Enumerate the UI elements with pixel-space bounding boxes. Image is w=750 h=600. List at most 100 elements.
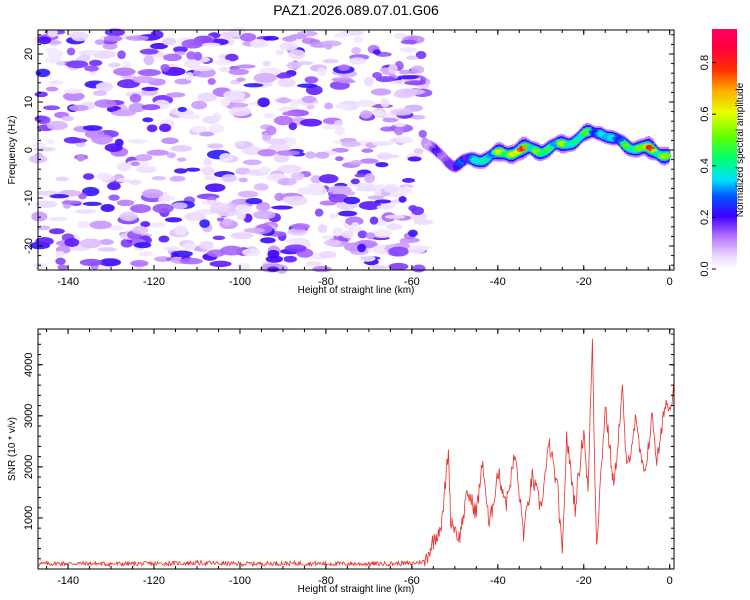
spectrogram-noise-blob [63,88,84,94]
spectrogram-noise-blob [253,183,269,191]
spectrogram-noise-blob [228,68,250,76]
spectrogram-x-tick-label: -100 [229,276,251,288]
spectrogram-noise-blob [332,227,344,237]
snr-y-tick-label: 2000 [23,455,35,479]
spectrogram-track-cell [436,152,444,156]
spectrogram-noise-blob [277,178,297,186]
spectrogram-noise-blob [34,91,48,98]
spectrogram-noise-blob [329,213,339,219]
spectrogram-noise-blob [154,256,172,262]
spectrogram-noise-blob [235,204,251,215]
spectrogram-noise-blob [82,186,100,197]
spectrogram-noise-blob [382,117,399,123]
spectrogram-noise-blob [340,141,361,148]
spectrogram-noise-blob [117,50,126,60]
spectrogram-x-tick-label: -80 [318,276,334,288]
spectrogram-noise-blob [100,203,115,213]
snr-y-axis-label: SNR (10 * v/v) [7,417,18,481]
spectrogram-noise-blob [33,262,46,269]
spectrogram-noise-blob [288,49,306,60]
spectrogram-noise-blob [142,117,154,123]
spectrogram-noise-blob [220,97,231,107]
colorbar-tick-label: 0.0 [699,261,711,276]
spectrogram-noise-blob [358,255,376,262]
spectrogram-noise-blob [404,80,426,86]
spectrogram-noise-blob [337,79,356,84]
spectrogram-noise-blob [285,195,308,206]
spectrogram-noise-blob [61,115,74,122]
spectrogram-noise-blob [47,40,62,45]
snr-y-tick-label: 4000 [23,353,35,377]
colorbar-gradient [712,29,737,269]
spectrogram-noise-blob [335,156,344,162]
snr-panel: -140 -120 -100 -80 -60 -40 -20 0 1000 2000 3000 40… [7,328,675,595]
spectrogram-noise-blob [400,39,418,45]
spectrogram-noise-blob [31,211,48,222]
spectrogram-noise-blob [185,167,201,172]
spectrogram-noise-blob [312,265,332,273]
spectrogram-noise-blob [265,125,277,136]
spectrogram-noise-blob [141,104,161,111]
colorbar-tick-label: 0.2 [699,210,711,225]
spectrogram-noise-blob [306,183,325,191]
spectrogram-noise-blob [363,76,374,87]
spectrogram-noise-blob [143,55,155,66]
spectrogram-noise-blob [212,235,226,241]
spectrogram-track-cell [439,155,447,158]
spectrogram-noise-blob [174,168,188,174]
spectrogram-noise-blob [184,72,195,81]
snr-plot-area [38,329,674,569]
spectrogram-noise-blob [96,172,112,181]
spectrogram-noise-blob [253,210,276,220]
spectrogram-noise-blob [376,154,400,159]
spectrogram-noise-blob [166,152,176,159]
snr-series-group [37,338,675,568]
spectrogram-noise-blob [68,104,89,112]
spectrogram-y-tick-label: 10 [23,96,35,108]
spectrogram-noise-blob [201,42,221,47]
spectrogram-noise-blob [407,156,422,162]
spectrogram-noise-blob [65,60,89,69]
spectrogram-noise-blob [357,230,368,239]
spectrogram-noise-blob [116,199,135,207]
spectrogram-noise-blob [57,264,68,270]
snr-y-ticks: 1000 2000 3000 4000 [23,333,674,570]
snr-x-tick-label: 0 [667,575,673,587]
spectrogram-noise-blob [350,178,360,185]
spectrogram-noise-blob [79,238,102,249]
spectrogram-noise-blob [131,226,149,235]
spectrogram-noise-blob [323,239,342,247]
spectrogram-noise-blob [355,101,376,108]
spectrogram-noise-blob [310,175,323,184]
spectrogram-noise-blob [411,264,426,273]
spectrogram-noise-blob [130,161,140,167]
spectrogram-noise-blob [177,106,187,113]
spectrogram-noise-blob [401,185,412,194]
spectrogram-noise-blob [290,172,305,181]
spectrogram-noise-blob [119,211,138,222]
spectrogram-noise-blob [390,108,413,116]
spectrogram-noise-blob [216,217,225,222]
spectrogram-noise-blob [399,238,411,245]
colorbar: 0.0 0.2 0.4 0.6 0.8 Normalized spectral ampl… [699,29,746,277]
spectrogram-noise-blob [169,175,186,182]
spectrogram-noise-blob [82,201,102,207]
snr-x-tick-label: -80 [318,575,334,587]
spectrogram-noise-blob [324,102,334,110]
spectrogram-noise-blob [49,194,69,199]
spectrogram-noise-blob [380,98,390,108]
spectrogram-noise-blob [151,175,167,181]
spectrogram-noise-blob [413,219,434,225]
spectrogram-noise-blob [314,151,330,159]
spectrogram-noise-blob [305,261,322,267]
spectrogram-noise-blob [319,250,337,259]
spectrogram-noise-blob [328,185,352,195]
spectrogram-noise-blob [260,237,276,244]
spectrogram-noise-blob [402,178,416,183]
spectrogram-noise-blob [277,77,296,88]
spectrogram-noise-blob [394,127,404,136]
spectrogram-noise-blob [281,111,301,116]
spectrogram-noise-blob [182,242,197,251]
spectrogram-noise-blob [334,32,348,39]
